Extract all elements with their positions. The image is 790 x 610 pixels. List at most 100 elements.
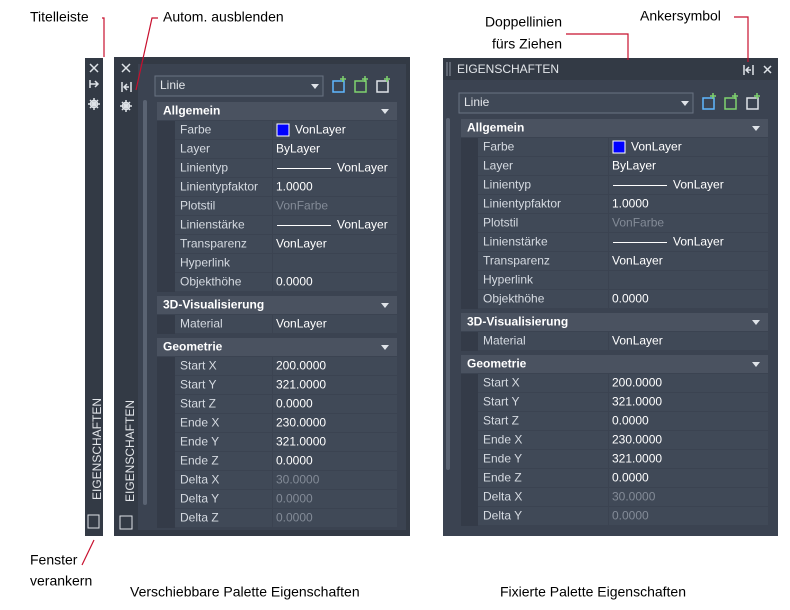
collapse-arrow[interactable] bbox=[752, 362, 760, 367]
property-value: 0.0000 bbox=[276, 397, 313, 411]
section-header[interactable] bbox=[157, 338, 397, 356]
property-value-cell[interactable] bbox=[609, 374, 768, 392]
property-value-cell[interactable] bbox=[609, 176, 768, 194]
property-label-cell bbox=[478, 290, 608, 308]
property-label-cell bbox=[478, 271, 608, 289]
property-value-cell[interactable] bbox=[609, 195, 768, 213]
property-label-cell bbox=[478, 214, 608, 232]
property-value-cell[interactable] bbox=[609, 469, 768, 487]
property-label-cell bbox=[478, 393, 608, 411]
property-value-cell[interactable] bbox=[273, 395, 397, 413]
property-value-cell[interactable] bbox=[609, 507, 768, 525]
property-value-cell[interactable] bbox=[273, 178, 397, 196]
property-value-cell[interactable] bbox=[273, 433, 397, 451]
property-value-cell[interactable] bbox=[609, 252, 768, 270]
property-value: 230.0000 bbox=[276, 416, 326, 430]
property-value-cell[interactable] bbox=[609, 488, 768, 506]
dropdown[interactable] bbox=[154, 75, 324, 97]
property-value-cell[interactable] bbox=[273, 159, 397, 177]
property-value-cell[interactable] bbox=[609, 332, 768, 350]
property-value-cell[interactable] bbox=[609, 431, 768, 449]
property-value: 200.0000 bbox=[276, 359, 326, 373]
toolbar-button[interactable] bbox=[702, 97, 715, 110]
toolbar-button[interactable] bbox=[376, 80, 389, 93]
property-label-cell bbox=[175, 273, 272, 291]
palette-icon[interactable] bbox=[119, 515, 133, 530]
row-indent bbox=[461, 431, 478, 450]
property-value-cell[interactable] bbox=[273, 216, 397, 234]
property-value: ByLayer bbox=[612, 159, 656, 173]
property-value-cell[interactable] bbox=[609, 290, 768, 308]
close-icon[interactable] bbox=[763, 65, 772, 74]
property-value-cell[interactable] bbox=[609, 157, 768, 175]
collapse-arrow[interactable] bbox=[381, 109, 389, 114]
row-indent bbox=[157, 197, 175, 216]
section-header[interactable] bbox=[461, 355, 768, 373]
property-value-cell[interactable] bbox=[609, 214, 768, 232]
property-value-cell[interactable] bbox=[273, 315, 397, 333]
row-indent bbox=[157, 433, 175, 452]
section-header[interactable] bbox=[157, 296, 397, 314]
toolbar-button[interactable] bbox=[724, 97, 737, 110]
collapse-arrow[interactable] bbox=[381, 303, 389, 308]
property-label-cell bbox=[478, 488, 608, 506]
close-icon[interactable] bbox=[89, 63, 99, 73]
dropdown[interactable] bbox=[458, 92, 694, 114]
property-label: Layer bbox=[180, 142, 210, 156]
property-label: Plotstil bbox=[180, 199, 215, 213]
property-label-cell bbox=[478, 157, 608, 175]
settings-icon-rays bbox=[88, 98, 100, 110]
property-value-cell[interactable] bbox=[273, 376, 397, 394]
drag-grip[interactable] bbox=[446, 62, 451, 76]
property-value: VonLayer bbox=[295, 123, 346, 137]
auto-hide-icon[interactable] bbox=[89, 80, 100, 88]
property-value-cell[interactable] bbox=[609, 450, 768, 468]
property-label: Start Z bbox=[180, 397, 216, 411]
property-value-cell[interactable] bbox=[273, 121, 397, 139]
property-value-cell[interactable] bbox=[273, 235, 397, 253]
section-header[interactable] bbox=[461, 313, 768, 331]
palette-icon[interactable] bbox=[87, 514, 100, 529]
property-value: 321.0000 bbox=[276, 435, 326, 449]
property-label-cell bbox=[175, 414, 272, 432]
collapse-arrow[interactable] bbox=[752, 320, 760, 325]
property-value-cell[interactable] bbox=[273, 414, 397, 432]
toolbar-button[interactable] bbox=[746, 97, 759, 110]
row-indent bbox=[461, 290, 478, 309]
section-title: Geometrie bbox=[163, 340, 223, 354]
row-indent bbox=[461, 332, 478, 351]
property-value: VonLayer bbox=[276, 237, 327, 251]
scrollbar[interactable] bbox=[143, 100, 147, 505]
scrollbar[interactable] bbox=[446, 118, 450, 470]
collapse-arrow[interactable] bbox=[752, 126, 760, 131]
property-label-cell bbox=[478, 252, 608, 270]
close-icon[interactable] bbox=[121, 63, 131, 73]
row-indent bbox=[157, 254, 175, 273]
property-value-cell[interactable] bbox=[609, 412, 768, 430]
property-value-cell[interactable] bbox=[609, 271, 768, 289]
property-value-cell[interactable] bbox=[273, 140, 397, 158]
annotation: Titelleiste bbox=[30, 9, 89, 25]
property-value-cell[interactable] bbox=[273, 357, 397, 375]
property-value-cell[interactable] bbox=[273, 273, 397, 291]
property-value-cell[interactable] bbox=[609, 138, 768, 156]
property-value-cell[interactable] bbox=[273, 452, 397, 470]
collapse-arrow[interactable] bbox=[381, 345, 389, 350]
property-value-cell[interactable] bbox=[609, 393, 768, 411]
section-header[interactable] bbox=[157, 102, 397, 120]
property-value: 30.0000 bbox=[612, 490, 656, 504]
section-header[interactable] bbox=[461, 119, 768, 137]
property-label: Delta Z bbox=[180, 511, 219, 525]
property-value-cell[interactable] bbox=[273, 471, 397, 489]
anchor-icon[interactable] bbox=[743, 65, 754, 75]
property-value-cell[interactable] bbox=[273, 490, 397, 508]
toolbar-button[interactable] bbox=[332, 80, 345, 93]
property-value-cell[interactable] bbox=[273, 197, 397, 215]
property-label-cell bbox=[478, 332, 608, 350]
toolbar-button[interactable] bbox=[354, 80, 367, 93]
property-value-cell[interactable] bbox=[273, 509, 397, 527]
property-value-cell[interactable] bbox=[609, 233, 768, 251]
property-value-cell[interactable] bbox=[273, 254, 397, 272]
auto-hide-icon[interactable] bbox=[121, 82, 132, 92]
